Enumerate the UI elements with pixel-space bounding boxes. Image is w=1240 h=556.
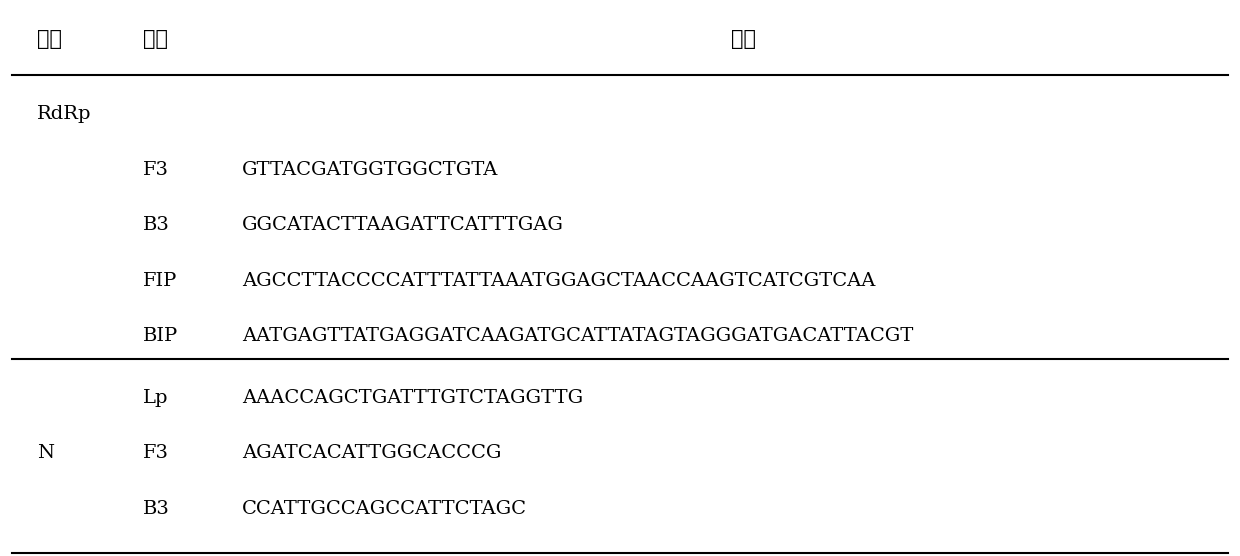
- Text: AAACCAGCTGATTTGTCTAGGTTG: AAACCAGCTGATTTGTCTAGGTTG: [242, 389, 583, 406]
- Text: GTTACGATGGTGGCTGTA: GTTACGATGGTGGCTGTA: [242, 161, 498, 178]
- Text: B3: B3: [143, 216, 170, 234]
- Text: 引物: 引物: [143, 29, 167, 49]
- Text: AGCCTTACCCCATTTATTAAATGGAGCTAACCAAGTCATCGTCAA: AGCCTTACCCCATTTATTAAATGGAGCTAACCAAGTCATC…: [242, 272, 875, 290]
- Text: N: N: [37, 444, 55, 462]
- Text: RdRp: RdRp: [37, 105, 92, 123]
- Text: 序列: 序列: [732, 29, 756, 49]
- Text: AATGAGTTATGAGGATCAAGATGCATTATAGTAGGGATGACATTACGT: AATGAGTTATGAGGATCAAGATGCATTATAGTAGGGATGA…: [242, 327, 913, 345]
- Text: FIP: FIP: [143, 272, 177, 290]
- Text: B3: B3: [143, 500, 170, 518]
- Text: BIP: BIP: [143, 327, 177, 345]
- Text: F3: F3: [143, 444, 169, 462]
- Text: CCATTGCCAGCCATTCTAGC: CCATTGCCAGCCATTCTAGC: [242, 500, 527, 518]
- Text: AGATCACATTGGCACCCG: AGATCACATTGGCACCCG: [242, 444, 501, 462]
- Text: Lp: Lp: [143, 389, 169, 406]
- Text: GGCATACTTAAGATTCATTTGAG: GGCATACTTAAGATTCATTTGAG: [242, 216, 564, 234]
- Text: F3: F3: [143, 161, 169, 178]
- Text: 基因: 基因: [37, 29, 62, 49]
